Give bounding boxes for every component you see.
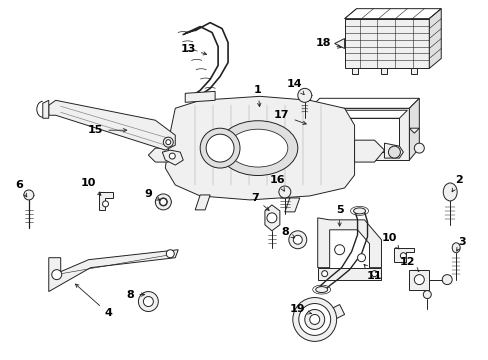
Circle shape — [143, 297, 153, 306]
Circle shape — [293, 235, 302, 244]
Circle shape — [304, 310, 324, 329]
Circle shape — [159, 198, 167, 206]
Polygon shape — [317, 268, 381, 280]
Circle shape — [441, 275, 451, 285]
Polygon shape — [408, 128, 419, 133]
Circle shape — [413, 143, 424, 153]
Ellipse shape — [353, 208, 365, 214]
Circle shape — [357, 254, 365, 262]
Circle shape — [155, 194, 171, 210]
Circle shape — [266, 213, 276, 223]
Polygon shape — [185, 91, 215, 102]
Polygon shape — [351, 68, 357, 75]
Circle shape — [288, 231, 306, 249]
Ellipse shape — [218, 121, 297, 176]
Ellipse shape — [442, 183, 456, 201]
Circle shape — [102, 201, 108, 207]
Text: 4: 4 — [75, 284, 112, 319]
Circle shape — [309, 315, 319, 324]
Polygon shape — [334, 39, 344, 49]
Polygon shape — [344, 9, 440, 19]
Polygon shape — [148, 148, 168, 162]
Polygon shape — [317, 218, 381, 268]
Ellipse shape — [227, 129, 287, 167]
Text: 10: 10 — [81, 178, 101, 195]
Polygon shape — [354, 140, 384, 162]
Polygon shape — [162, 150, 183, 165]
Circle shape — [160, 198, 166, 206]
Circle shape — [292, 298, 336, 341]
Circle shape — [413, 275, 424, 285]
Text: 1: 1 — [254, 85, 261, 107]
Polygon shape — [394, 248, 413, 262]
Polygon shape — [319, 118, 399, 152]
Polygon shape — [42, 100, 49, 118]
Text: 10: 10 — [381, 233, 398, 249]
Text: 16: 16 — [269, 175, 285, 191]
Circle shape — [423, 291, 430, 298]
Circle shape — [371, 271, 377, 276]
Polygon shape — [309, 108, 408, 160]
Circle shape — [206, 134, 234, 162]
Polygon shape — [309, 98, 419, 108]
Polygon shape — [264, 205, 279, 231]
Text: 5: 5 — [335, 205, 343, 226]
Circle shape — [52, 270, 61, 280]
Polygon shape — [285, 198, 299, 212]
Polygon shape — [384, 143, 403, 158]
Ellipse shape — [451, 243, 459, 253]
Polygon shape — [344, 19, 428, 68]
Text: 8: 8 — [126, 289, 144, 300]
Circle shape — [400, 253, 406, 259]
Text: 18: 18 — [315, 37, 340, 48]
Text: 13: 13 — [180, 44, 206, 55]
Text: 6: 6 — [15, 180, 27, 197]
Polygon shape — [428, 9, 440, 68]
Polygon shape — [195, 195, 210, 210]
Text: 3: 3 — [456, 237, 465, 251]
Circle shape — [387, 146, 400, 158]
Text: 2: 2 — [451, 175, 462, 192]
Polygon shape — [155, 196, 171, 208]
Circle shape — [24, 190, 34, 200]
Polygon shape — [329, 305, 344, 319]
Text: 7: 7 — [250, 193, 268, 210]
Circle shape — [166, 250, 174, 258]
Text: 19: 19 — [289, 305, 311, 315]
Polygon shape — [381, 68, 386, 75]
Text: 14: 14 — [286, 79, 304, 95]
Text: 12: 12 — [399, 257, 418, 271]
Text: 17: 17 — [274, 110, 305, 125]
Polygon shape — [408, 270, 428, 289]
Circle shape — [138, 292, 158, 311]
Polygon shape — [319, 110, 407, 118]
Polygon shape — [49, 250, 178, 292]
Polygon shape — [165, 96, 354, 200]
Polygon shape — [408, 98, 419, 160]
Circle shape — [200, 128, 240, 168]
Circle shape — [169, 153, 175, 159]
Ellipse shape — [315, 287, 327, 293]
Polygon shape — [410, 68, 416, 75]
Circle shape — [163, 137, 173, 147]
Polygon shape — [49, 100, 175, 150]
Text: 9: 9 — [144, 189, 160, 200]
Text: 8: 8 — [281, 227, 294, 238]
Circle shape — [334, 245, 344, 255]
Text: 11: 11 — [364, 264, 382, 281]
Circle shape — [278, 186, 290, 198]
Text: 15: 15 — [88, 125, 126, 135]
Circle shape — [297, 88, 311, 102]
Circle shape — [321, 271, 327, 276]
Circle shape — [298, 303, 330, 336]
Circle shape — [165, 140, 170, 145]
Polygon shape — [99, 192, 112, 210]
